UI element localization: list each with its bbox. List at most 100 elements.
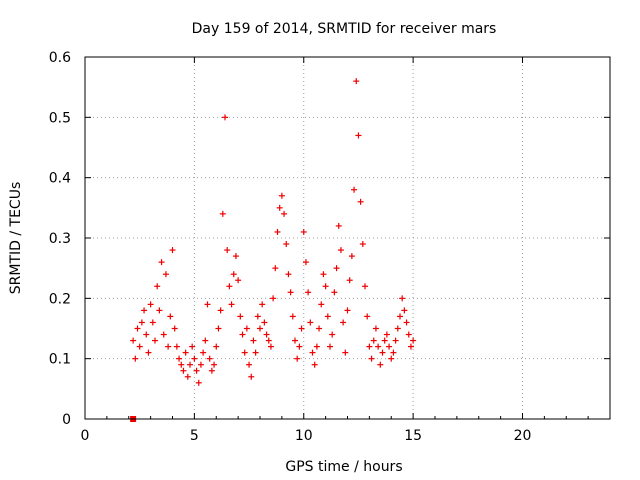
x-axis-label: GPS time / hours	[285, 459, 402, 475]
data-point	[257, 325, 263, 332]
data-point	[191, 355, 198, 362]
data-point	[331, 289, 338, 296]
data-point	[405, 331, 412, 338]
data-point	[281, 210, 288, 217]
data-point	[200, 349, 207, 356]
data-point	[261, 319, 268, 326]
y-tick-label: 0.4	[49, 171, 71, 187]
data-point	[357, 198, 364, 205]
data-point	[368, 355, 375, 362]
y-tick-label: 0.5	[49, 110, 71, 126]
data-point	[394, 325, 401, 332]
data-point	[320, 271, 327, 278]
data-point	[289, 313, 296, 320]
data-point	[333, 265, 340, 272]
data-point	[324, 313, 331, 320]
y-tick-label: 0.2	[49, 291, 71, 307]
data-point	[392, 337, 399, 344]
data-point	[226, 283, 233, 290]
x-tick-label: 20	[514, 428, 532, 444]
data-point	[222, 114, 228, 121]
data-point	[228, 301, 235, 308]
data-point	[165, 343, 172, 350]
data-point	[180, 367, 187, 374]
y-tick-label: 0.6	[49, 50, 71, 66]
data-point	[250, 337, 257, 344]
data-point	[388, 355, 395, 362]
data-point	[302, 259, 309, 266]
data-point	[224, 247, 231, 254]
data-point	[383, 331, 390, 338]
data-point	[130, 337, 137, 344]
data-point	[237, 313, 244, 320]
data-point	[197, 361, 204, 368]
data-point	[259, 301, 266, 308]
data-point	[364, 313, 371, 320]
data-point	[149, 319, 156, 326]
data-point	[138, 319, 145, 326]
data-point	[215, 325, 222, 332]
data-point	[208, 367, 215, 374]
data-point	[397, 313, 403, 320]
data-point	[217, 307, 224, 314]
data-point	[132, 355, 139, 362]
data-point	[141, 307, 148, 314]
data-point	[298, 325, 305, 332]
data-point	[337, 247, 344, 254]
data-point	[294, 355, 301, 362]
y-tick-label: 0.1	[49, 352, 71, 368]
data-point	[152, 337, 158, 344]
x-tick-label: 0	[81, 428, 90, 444]
data-point	[204, 301, 211, 308]
data-point	[283, 241, 290, 248]
data-point	[311, 361, 318, 368]
data-point	[313, 343, 320, 350]
data-point	[410, 337, 417, 344]
data-point	[219, 210, 226, 217]
data-point	[335, 222, 342, 229]
data-point	[377, 361, 384, 368]
data-point	[381, 337, 388, 344]
data-point	[309, 349, 316, 356]
grid	[85, 57, 610, 419]
data-point	[366, 343, 373, 350]
data-point	[342, 349, 349, 356]
data-point	[340, 319, 347, 326]
data-point	[362, 283, 368, 290]
data-point	[379, 349, 386, 356]
data-point	[171, 325, 178, 332]
data-point	[254, 313, 261, 320]
data-point	[359, 241, 366, 248]
plot-border	[84, 56, 611, 420]
data-point	[318, 301, 325, 308]
data-point	[407, 343, 414, 350]
data-point	[248, 373, 255, 380]
data-point	[246, 361, 253, 368]
ticks: 0 5 10 15 20 0 0.1 0.2 0.3 0.4 0.5 0.6	[49, 50, 610, 444]
y-tick-label: 0.3	[49, 231, 71, 247]
data-point	[134, 325, 141, 332]
data-point	[390, 349, 397, 356]
y-axis-label: SRMTID / TECUs	[8, 182, 24, 295]
y-tick-label: 0	[62, 412, 71, 428]
data-point	[292, 337, 298, 344]
data-point	[187, 361, 193, 368]
data-point	[346, 277, 353, 284]
data-point	[213, 343, 220, 350]
data-point	[189, 343, 196, 350]
data-point	[169, 247, 176, 254]
data-point	[178, 361, 185, 368]
data-point	[285, 271, 292, 278]
data-point	[322, 283, 329, 290]
data-point	[386, 343, 393, 350]
data-point	[182, 349, 189, 356]
chart-title: Day 159 of 2014, SRMTID for receiver mar…	[192, 21, 497, 37]
data-point	[184, 373, 191, 380]
data-point	[270, 295, 277, 302]
data-point	[403, 319, 410, 326]
data-point	[344, 307, 351, 314]
data-point	[202, 337, 209, 344]
data-point	[136, 343, 143, 350]
data-point	[329, 331, 336, 338]
